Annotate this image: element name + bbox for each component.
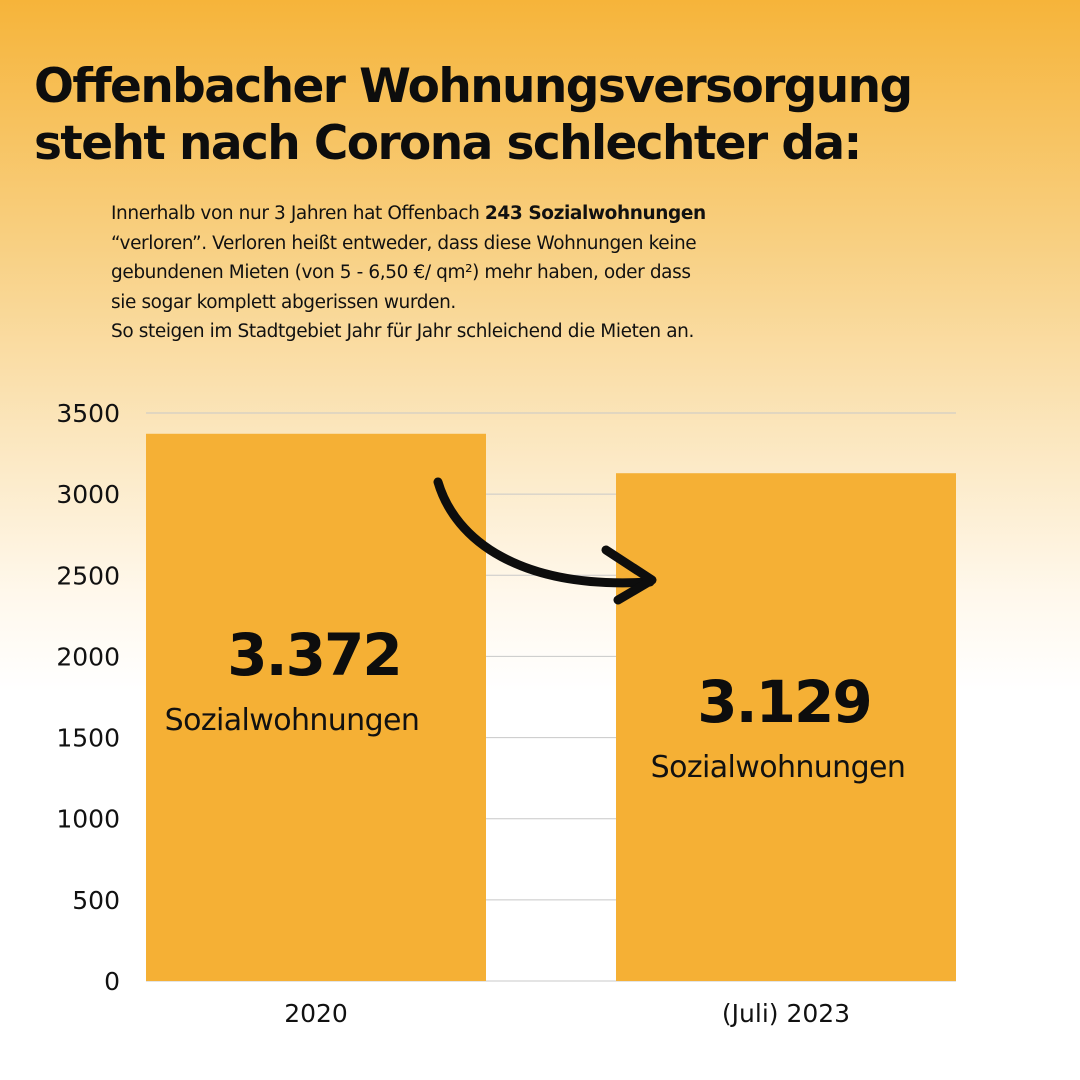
headline-line-2: steht nach Corona schlechter da: [34,116,862,171]
y-tick-label: 2500 [56,561,120,590]
intro-line-1: Innerhalb von nur 3 Jahren hat Offenbach… [111,199,851,229]
bar-labels: 3.372 Sozialwohnungen 3.129 Sozialwohnungen [165,621,906,785]
bars [146,433,956,981]
y-tick-label: 500 [72,886,120,915]
y-tick-label: 0 [104,967,120,996]
y-tick-label: 3500 [56,399,120,428]
bar-unit-label: Sozialwohnungen [651,750,906,785]
intro-paragraph: Innerhalb von nur 3 Jahren hat Offenbach… [111,199,851,347]
y-tick-label: 1000 [56,805,120,834]
bar [146,433,486,981]
intro-highlight: 243 Sozialwohnungen [484,203,706,224]
intro-line-2: “verloren”. Verloren heißt entweder, das… [111,232,697,254]
y-tick-label: 2000 [56,642,120,671]
intro-line-4: sie sogar komplett abgerissen wurden. [111,291,456,313]
bar-unit-label: Sozialwohnungen [165,703,420,738]
y-tick-label: 3000 [56,480,120,509]
headline: Offenbacher Wohnungsversorgung steht nac… [34,58,1054,172]
intro-line-1-text: Innerhalb von nur 3 Jahren hat Offenbach [111,203,485,224]
y-tick-label: 1500 [56,724,120,753]
intro-line-3: gebundenen Mieten (von 5 - 6,50 €/ qm²) … [111,262,691,283]
intro-line-5: So steigen im Stadtgebiet Jahr für Jahr … [111,321,694,342]
curved-arrow-right-icon [433,477,657,605]
y-axis-ticks: 0 500 1000 1500 2000 2500 3000 3500 [56,399,120,996]
x-axis-ticks: 2020 (Juli) 2023 [284,999,850,1028]
bar-value-label: 3.129 [697,668,870,736]
bar-value-label: 3.372 [227,621,400,689]
headline-line-1: Offenbacher Wohnungsversorgung [34,59,913,114]
x-tick-label: 2020 [284,999,348,1028]
x-tick-label: (Juli) 2023 [722,999,850,1028]
bar [616,473,956,981]
